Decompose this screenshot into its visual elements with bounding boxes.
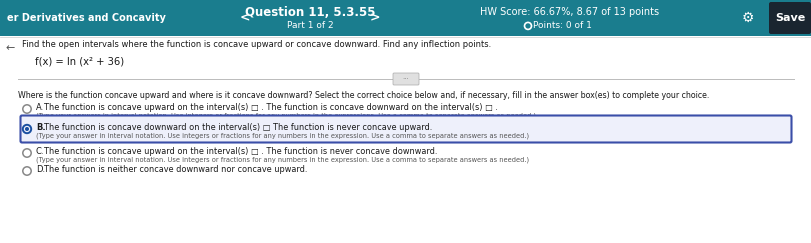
- Text: ···: ···: [402, 76, 409, 82]
- Text: (Type your answers in interval notation. Use integers or fractions for any numbe: (Type your answers in interval notation.…: [36, 113, 535, 119]
- Text: er Derivatives and Concavity: er Derivatives and Concavity: [7, 13, 165, 23]
- Text: HW Score: 66.67%, 8.67 of 13 points: HW Score: 66.67%, 8.67 of 13 points: [480, 7, 659, 17]
- Text: The function is concave downward on the interval(s) □ The function is never conc: The function is concave downward on the …: [44, 123, 431, 132]
- Text: Save: Save: [774, 13, 805, 23]
- Text: The function is neither concave downward nor concave upward.: The function is neither concave downward…: [44, 165, 307, 174]
- Text: C.: C.: [36, 148, 45, 156]
- Text: (Type your answer in interval notation. Use integers or fractions for any number: (Type your answer in interval notation. …: [36, 157, 529, 163]
- Text: D.: D.: [36, 165, 45, 174]
- Bar: [0, 36, 811, 243]
- Text: <: <: [239, 11, 250, 25]
- Text: The function is concave upward on the interval(s) □ . The function is never conc: The function is concave upward on the in…: [44, 148, 437, 156]
- Bar: [0, 0, 811, 36]
- Circle shape: [25, 127, 29, 131]
- FancyBboxPatch shape: [768, 2, 810, 34]
- Text: ←: ←: [6, 43, 15, 53]
- Text: Find the open intervals where the function is concave upward or concave downward: Find the open intervals where the functi…: [22, 41, 491, 50]
- Text: >: >: [369, 11, 380, 25]
- Text: Question 11, 5.3.55: Question 11, 5.3.55: [244, 6, 375, 19]
- Text: Points: 0 of 1: Points: 0 of 1: [532, 21, 591, 30]
- Text: A.: A.: [36, 104, 44, 113]
- Text: The function is concave upward on the interval(s) □ . The function is concave do: The function is concave upward on the in…: [44, 104, 497, 113]
- Text: Part 1 of 2: Part 1 of 2: [286, 21, 333, 30]
- FancyBboxPatch shape: [20, 115, 791, 142]
- Text: B.: B.: [36, 123, 45, 132]
- Text: Where is the function concave upward and where is it concave downward? Select th: Where is the function concave upward and…: [18, 90, 709, 99]
- Text: (Type your answer in interval notation. Use integers or fractions for any number: (Type your answer in interval notation. …: [36, 133, 529, 139]
- Text: f(x) = ln (x² + 36): f(x) = ln (x² + 36): [35, 57, 124, 67]
- FancyBboxPatch shape: [393, 73, 418, 85]
- Text: ⚙: ⚙: [740, 11, 753, 25]
